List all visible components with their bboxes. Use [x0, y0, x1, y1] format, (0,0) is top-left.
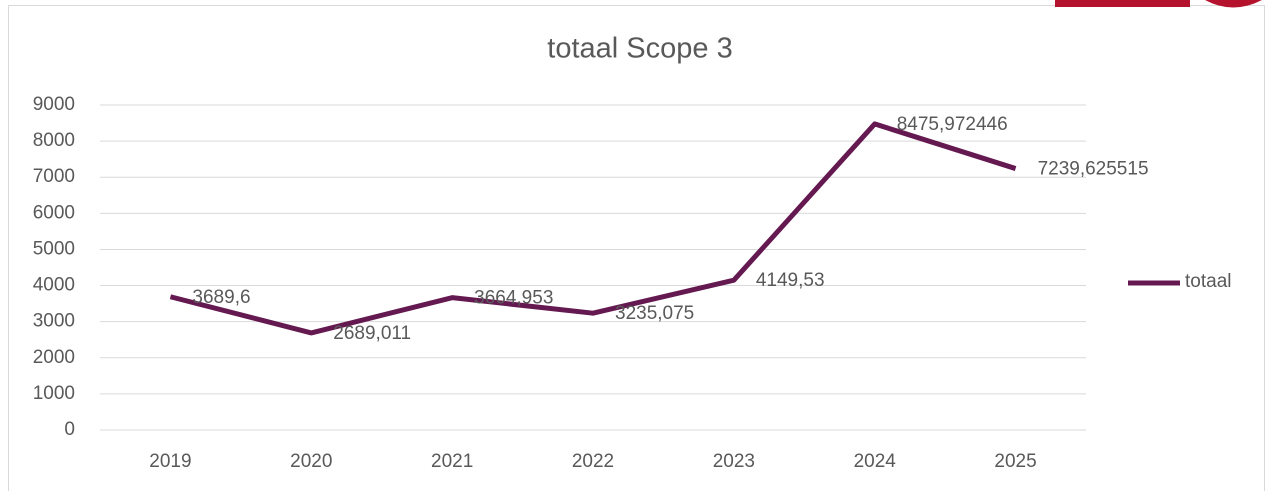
chart-frame [8, 5, 1265, 496]
y-tick-label: 3000 [33, 311, 75, 332]
y-tick-label: 0 [64, 419, 75, 440]
data-label: 2689,011 [333, 323, 411, 344]
x-tick-label: 2025 [994, 451, 1036, 472]
x-tick-label: 2024 [854, 451, 897, 472]
legend-label: totaal [1185, 271, 1231, 292]
y-tick-label: 2000 [33, 347, 75, 368]
y-tick-label: 9000 [33, 94, 75, 115]
x-tick-label: 2020 [290, 451, 332, 472]
line [169, 121, 1017, 336]
data-label: 8475,972446 [897, 114, 1008, 135]
data-label: 3664,953 [474, 288, 553, 309]
x-tick-label: 2023 [713, 451, 755, 472]
x-tick-label: 2019 [149, 451, 191, 472]
y-tick-label: 1000 [33, 383, 75, 404]
y-tick-label: 4000 [33, 275, 75, 296]
data-label: 7239,625515 [1038, 159, 1149, 180]
x-tick-label: 2022 [572, 451, 614, 472]
x-tick-label: 2021 [431, 451, 473, 472]
y-tick-label: 7000 [33, 166, 75, 187]
chart-title: totaal Scope 3 [547, 33, 732, 65]
data-label: 3235,075 [615, 303, 694, 324]
y-tick-label: 6000 [33, 202, 75, 223]
y-tick-label: 5000 [33, 238, 75, 259]
data-label: 4149,53 [756, 270, 825, 291]
data-label: 3689,6 [192, 287, 250, 308]
y-tick-label: 8000 [33, 130, 75, 151]
decoration [1205, 0, 1262, 8]
decoration [1055, 0, 1190, 7]
